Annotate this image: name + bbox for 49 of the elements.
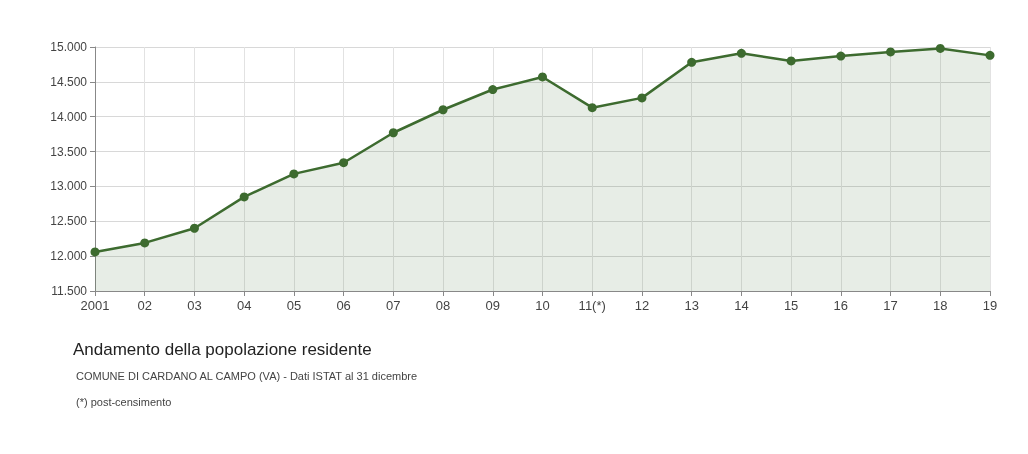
y-tick-label: 12.500	[50, 214, 88, 229]
point	[836, 51, 846, 61]
point	[339, 158, 349, 168]
x-tick-label: 07	[386, 298, 401, 313]
point	[538, 72, 547, 82]
point	[90, 247, 100, 257]
x-tick-label: 03	[187, 298, 202, 313]
point	[587, 103, 597, 113]
point	[140, 238, 150, 248]
x-tick-label: 15	[783, 298, 799, 313]
x-tick-label: 05	[286, 298, 302, 313]
x-tick-label: 14	[734, 298, 749, 313]
point	[786, 56, 796, 66]
point	[239, 192, 249, 202]
y-tick-label: 13.000	[50, 179, 88, 194]
point	[687, 57, 697, 67]
text: Andamento della popolazione residente	[73, 340, 372, 359]
point	[886, 47, 896, 57]
y-tick-label: 14.500	[50, 74, 88, 89]
y-tick-label: 15.000	[50, 40, 88, 54]
y-tick-label: 14.000	[50, 109, 88, 124]
x-tick-label: 08	[435, 298, 451, 313]
y-tick-label: 11.500	[51, 284, 88, 298]
x-tick-label: 11(*)	[578, 298, 606, 313]
x-tick-label: 16	[833, 298, 849, 313]
point	[388, 128, 398, 138]
x-tick-label: 09	[485, 298, 501, 313]
x-tick-label: 04	[236, 298, 252, 313]
y-tick-label: 13.500	[50, 144, 88, 159]
point	[985, 50, 995, 60]
x-tick-label: 17	[883, 298, 898, 313]
point	[637, 93, 647, 103]
point	[438, 105, 448, 115]
point	[935, 43, 945, 53]
x-tick-label: 13	[684, 298, 699, 313]
x-tick-label: 12	[634, 298, 650, 313]
y-tick-label: 12.000	[50, 249, 88, 264]
text: COMUNE DI CARDANO AL CAMPO (VA) - Dati ISTAT al 31 dicembre	[76, 369, 418, 382]
x-tick-label: 02	[137, 298, 152, 313]
point	[189, 223, 199, 233]
x-tick-label: 10	[535, 298, 550, 313]
point	[289, 169, 299, 179]
text: (*) post-censimento	[76, 395, 172, 408]
x-tick-label: 18	[933, 298, 948, 313]
point	[736, 48, 746, 58]
x-tick-label: 06	[336, 298, 351, 313]
x-tick-label: 19	[982, 298, 998, 313]
point	[488, 85, 498, 95]
x-tick-label: 2001	[80, 298, 110, 313]
